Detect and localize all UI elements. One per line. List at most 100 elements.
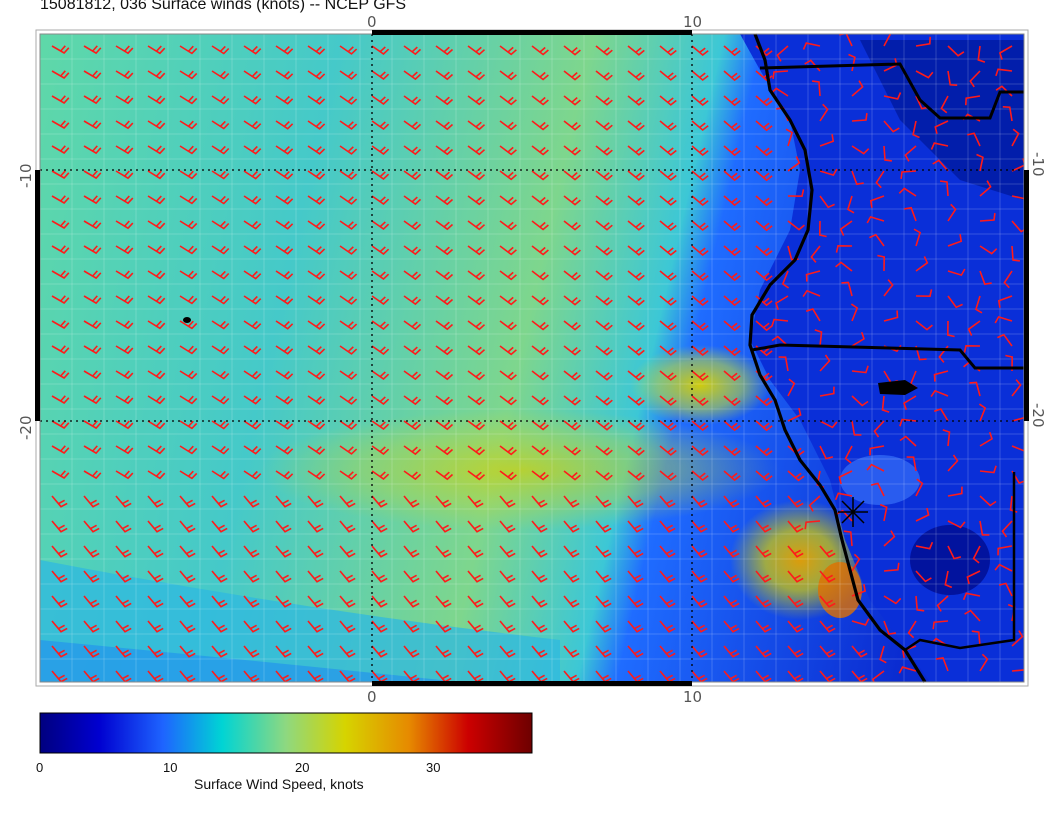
wind-barb — [563, 220, 581, 231]
wind-barb — [627, 370, 645, 381]
wind-barb — [83, 195, 102, 205]
wind-barb — [83, 120, 102, 130]
wind-barb — [998, 45, 1013, 60]
wind-barb — [723, 495, 740, 508]
wind-barb — [275, 495, 292, 508]
wind-barb — [435, 220, 454, 231]
wind-barb — [935, 656, 949, 672]
wind-barb — [659, 320, 677, 331]
wind-barb — [755, 195, 773, 207]
wind-barb — [531, 170, 549, 181]
wind-barb — [211, 270, 230, 280]
wind-barb — [627, 320, 645, 331]
wind-barb — [435, 345, 454, 356]
wind-barb — [723, 320, 741, 332]
wind-barb — [595, 395, 613, 406]
wind-barb — [834, 492, 853, 501]
wind-barb — [115, 170, 134, 180]
wind-barb — [1011, 195, 1024, 200]
wind-barb — [979, 495, 997, 507]
wind-barb — [947, 203, 957, 222]
wind-barb — [83, 545, 100, 558]
wind-barb — [499, 370, 517, 381]
wind-barb — [179, 170, 198, 180]
wind-barb — [819, 445, 834, 460]
border-angola-namibia — [751, 343, 1024, 370]
wind-barb — [883, 310, 899, 322]
wind-barb — [147, 495, 164, 508]
wind-barb — [871, 670, 885, 682]
wind-barb — [115, 120, 134, 130]
colorbar — [39, 712, 533, 754]
wind-barb — [403, 470, 422, 481]
wind-barb — [1011, 379, 1022, 397]
wind-barb — [467, 195, 486, 206]
wind-barb — [723, 520, 740, 533]
wind-barb — [563, 295, 581, 306]
wind-barb — [115, 195, 134, 205]
wind-barb — [499, 570, 516, 583]
wind-barb — [339, 495, 356, 508]
wind-barb — [851, 170, 864, 186]
wind-barb — [659, 570, 676, 583]
wind-barb — [371, 370, 390, 381]
wind-barb — [947, 454, 959, 472]
wind-barb — [843, 530, 853, 547]
wind-barb — [723, 395, 741, 407]
wind-barb — [371, 520, 388, 533]
wind-barb — [723, 620, 740, 633]
wind-barb — [627, 495, 644, 508]
wind-barb — [659, 195, 677, 206]
wind-barb — [51, 595, 68, 608]
wind-barb — [979, 212, 996, 222]
wind-barb — [339, 270, 358, 280]
wind-barb — [627, 145, 645, 156]
wind-barb — [866, 215, 885, 224]
wind-barb — [179, 220, 198, 230]
wind-barb — [51, 645, 68, 658]
wind-barb — [940, 95, 949, 114]
wind-barb — [979, 431, 993, 447]
wind-barb — [691, 170, 709, 182]
wind-barb — [563, 70, 581, 81]
wind-barb — [275, 245, 294, 255]
wind-barb — [211, 245, 230, 255]
wind-barb — [435, 320, 454, 331]
wind-barb — [595, 445, 613, 456]
wind-barb — [83, 245, 102, 255]
wind-barb — [243, 545, 260, 558]
wind-barb — [839, 220, 853, 236]
wind-barb — [371, 570, 388, 583]
wind-barb — [371, 495, 388, 508]
wind-barb — [723, 470, 741, 482]
wind-barb — [627, 345, 645, 356]
wind-barb — [499, 470, 517, 481]
wind-barb — [691, 345, 709, 357]
wind-barb — [947, 545, 962, 560]
wind-barb — [907, 620, 917, 639]
wind-barb — [627, 620, 644, 633]
wind-barb — [339, 645, 356, 658]
wind-barb — [595, 420, 613, 431]
wind-barb — [851, 618, 870, 626]
wind-barb — [51, 45, 70, 55]
wind-barb — [403, 320, 422, 331]
lat-tick-right-20: -20 — [1029, 403, 1047, 428]
wind-barb — [339, 70, 358, 80]
wind-barb — [179, 245, 198, 255]
wind-barb — [403, 295, 422, 306]
wind-barb — [904, 145, 917, 162]
wind-barb — [869, 195, 885, 208]
wind-barb — [499, 495, 516, 508]
wind-barb — [179, 320, 198, 330]
wind-barb — [994, 563, 1013, 572]
wind-barb — [147, 170, 166, 180]
wind-barb — [912, 120, 920, 139]
island — [183, 317, 191, 323]
wind-barb — [563, 270, 581, 281]
wind-barb — [467, 470, 486, 481]
wind-barb — [818, 220, 827, 238]
location-marker — [838, 497, 868, 527]
wind-barb — [974, 295, 983, 314]
wind-barb — [147, 445, 166, 455]
